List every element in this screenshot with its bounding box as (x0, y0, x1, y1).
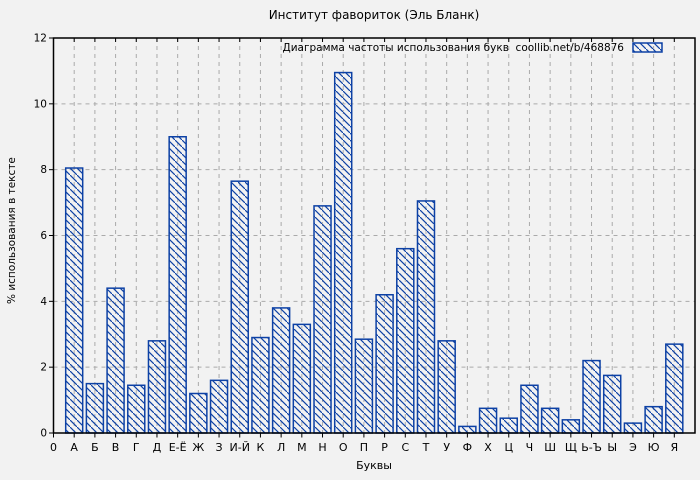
bar-Я (665, 343, 684, 434)
bar-Н (313, 205, 332, 434)
bar-Т (416, 200, 436, 434)
x-axis-label: Буквы (356, 459, 392, 472)
x-tick-label: Е-Ё (169, 441, 187, 454)
y-tick-label: 8 (40, 164, 47, 176)
bar-Д (147, 340, 167, 434)
x-tick-label: 0 (50, 441, 57, 454)
x-tick-label: К (257, 441, 265, 454)
x-tick-label: Х (484, 441, 492, 454)
bar-А (64, 167, 84, 434)
bar-Е-Ё (168, 136, 187, 434)
y-axis-label: % использования в тексте (6, 157, 18, 304)
bar-И-Й (230, 180, 249, 434)
x-tick-label: С (401, 441, 409, 454)
x-tick-label: З (216, 441, 223, 454)
x-tick-label: Ч (526, 441, 534, 454)
x-tick-label: Б (91, 441, 99, 454)
y-tick-label: 6 (40, 230, 47, 242)
x-tick-label: М (297, 441, 307, 454)
bar-У (437, 340, 456, 434)
x-tick-label: Л (277, 441, 285, 454)
y-tick-label: 10 (34, 98, 47, 110)
legend-swatch-icon (632, 42, 663, 53)
x-tick-label: Ц (504, 441, 513, 454)
x-tick-label: О (339, 441, 348, 454)
x-tick-label: Щ (565, 441, 577, 454)
bar-К (251, 336, 270, 434)
x-tick-label: Э (629, 441, 637, 454)
x-tick-label: Г (133, 441, 140, 454)
legend-swatch-rect (632, 42, 663, 53)
x-tick-label: Р (381, 441, 388, 454)
bar-Ц (499, 417, 519, 434)
bar-З (209, 379, 229, 434)
bar-Щ (561, 419, 581, 434)
bar-Ы (602, 374, 622, 434)
x-tick-label: Ю (648, 441, 660, 454)
x-tick-label: Ш (544, 441, 556, 454)
bar-Б (85, 382, 105, 434)
chart-title: Институт фавориток (Эль Бланк) (268, 8, 480, 22)
legend: Диаграмма частоты использования букв coo… (283, 41, 663, 54)
bar-Л (271, 307, 291, 434)
bar-С (396, 247, 415, 434)
bar-Р (375, 294, 394, 434)
y-tick-label: 0 (40, 428, 47, 440)
x-tick-label: У (443, 441, 450, 454)
y-tick-label: 2 (40, 362, 47, 374)
bar-Ч (520, 384, 539, 434)
x-tick-label: Ж (192, 441, 204, 454)
bar-Ф (458, 425, 477, 434)
bar-М (292, 323, 312, 434)
bar-Э (623, 422, 643, 434)
x-tick-label: Я (670, 441, 678, 454)
bar-Ж (189, 392, 208, 434)
legend-label: Диаграмма частоты использования букв coo… (282, 41, 624, 54)
bar-Ь-Ъ (582, 359, 601, 434)
x-tick-label: Н (318, 441, 326, 454)
bar-В (106, 287, 125, 434)
y-tick-label: 12 (34, 33, 47, 45)
bar-П (354, 338, 374, 434)
bar-Х (478, 407, 498, 434)
y-tick-label: 4 (40, 296, 47, 308)
x-tick-label: Ф (463, 441, 472, 454)
x-tick-label: В (112, 441, 120, 454)
x-tick-label: Д (153, 441, 162, 454)
x-tick-label: П (360, 441, 368, 454)
bar-О (333, 71, 353, 434)
bar-Ю (644, 405, 663, 434)
x-tick-label: Т (422, 441, 430, 454)
x-tick-label: Ь-Ъ (581, 441, 602, 454)
x-tick-label: А (70, 441, 78, 454)
bar-Ш (540, 407, 560, 434)
bar-Г (127, 384, 146, 434)
x-tick-label: Ы (607, 441, 617, 454)
x-tick-label: И-Й (230, 441, 250, 454)
